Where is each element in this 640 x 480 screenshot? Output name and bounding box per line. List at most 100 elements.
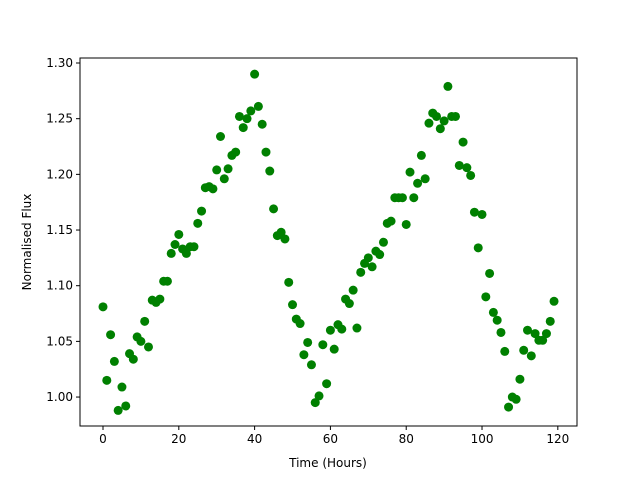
- point: [288, 300, 298, 310]
- point: [242, 114, 252, 124]
- point: [496, 327, 506, 337]
- point: [325, 325, 335, 335]
- point: [435, 124, 445, 134]
- point: [102, 375, 112, 385]
- point: [121, 401, 131, 411]
- point: [523, 325, 533, 335]
- point: [356, 267, 366, 277]
- point: [170, 240, 180, 250]
- point: [276, 227, 286, 237]
- point: [257, 119, 267, 129]
- point: [337, 324, 347, 334]
- point: [454, 160, 464, 170]
- y-tick-label: 1.00: [46, 390, 73, 404]
- point: [329, 344, 339, 354]
- y-axis-label: Normalised Flux: [20, 194, 34, 291]
- point: [469, 207, 479, 217]
- point: [253, 101, 263, 111]
- point: [549, 296, 559, 306]
- x-tick-label: 20: [171, 432, 186, 446]
- point: [216, 131, 226, 141]
- point: [481, 292, 491, 302]
- point: [515, 374, 525, 384]
- y-tick-label: 1.10: [46, 279, 73, 293]
- point: [140, 316, 150, 326]
- point: [322, 379, 332, 389]
- point: [375, 250, 385, 260]
- point: [500, 346, 510, 356]
- point: [265, 166, 275, 176]
- point: [98, 302, 108, 312]
- point: [238, 123, 248, 133]
- point: [352, 323, 362, 333]
- y-tick-label: 1.15: [46, 223, 73, 237]
- point: [405, 167, 415, 177]
- y-tick-label: 1.20: [46, 167, 73, 181]
- point: [261, 147, 271, 157]
- y-tick-label: 1.30: [46, 56, 73, 70]
- axes-frame: [79, 57, 578, 427]
- point: [462, 163, 472, 173]
- point: [295, 319, 305, 329]
- point: [155, 294, 165, 304]
- point: [450, 111, 460, 121]
- point: [386, 216, 396, 226]
- point: [106, 330, 116, 340]
- point: [162, 276, 172, 286]
- point: [526, 351, 536, 361]
- point: [538, 335, 548, 345]
- point: [416, 150, 426, 160]
- point: [280, 234, 290, 244]
- point: [473, 243, 483, 253]
- point: [432, 111, 442, 121]
- point: [143, 342, 153, 352]
- point: [439, 116, 449, 126]
- point: [363, 253, 373, 263]
- x-axis-label: Time (Hours): [288, 456, 367, 470]
- point: [413, 178, 423, 188]
- point: [181, 248, 191, 258]
- point: [174, 229, 184, 239]
- point: [485, 268, 495, 278]
- point: [488, 307, 498, 317]
- point: [310, 398, 320, 408]
- point: [231, 147, 241, 157]
- point: [466, 170, 476, 180]
- x-tick-label: 100: [471, 432, 494, 446]
- x-tick-label: 120: [546, 432, 569, 446]
- point: [250, 69, 260, 79]
- x-tick-label: 80: [399, 432, 414, 446]
- point: [299, 350, 309, 360]
- point: [519, 345, 529, 355]
- y-tick-label: 1.25: [46, 112, 73, 126]
- point: [367, 262, 377, 272]
- point: [246, 106, 256, 116]
- point: [284, 277, 294, 287]
- point: [348, 285, 358, 295]
- point: [212, 165, 222, 175]
- point: [166, 248, 176, 258]
- point: [303, 337, 313, 347]
- point: [117, 382, 127, 392]
- point: [128, 354, 138, 364]
- point: [306, 360, 316, 370]
- point: [269, 204, 279, 214]
- x-tick-label: 0: [99, 432, 107, 446]
- point: [401, 219, 411, 229]
- point: [136, 336, 146, 346]
- point: [541, 329, 551, 339]
- point: [458, 137, 468, 147]
- point: [378, 237, 388, 247]
- point: [511, 394, 521, 404]
- point: [314, 391, 324, 401]
- point: [223, 164, 233, 174]
- point: [197, 206, 207, 216]
- x-tick-label: 60: [323, 432, 338, 446]
- point: [234, 111, 244, 121]
- point: [208, 184, 218, 194]
- point: [530, 329, 540, 339]
- point: [504, 402, 514, 412]
- point: [477, 209, 487, 219]
- point: [113, 405, 123, 415]
